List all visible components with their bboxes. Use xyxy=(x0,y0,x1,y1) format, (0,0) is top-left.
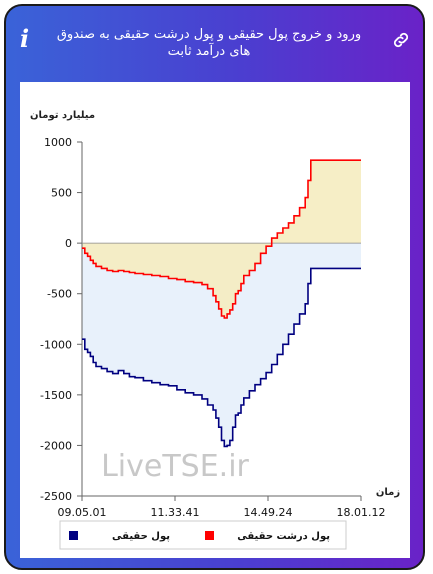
y-tick-label: -2000 xyxy=(40,439,72,452)
series-line-real-money xyxy=(82,267,361,448)
x-axis-label: زمان xyxy=(376,487,400,498)
y-tick-label: 500 xyxy=(51,187,72,200)
chart-title: ورود و خروج پول حقیقی و پول درشت حقیقی ب… xyxy=(56,27,362,59)
x-tick-label: 11.33.41 xyxy=(151,506,200,519)
legend-label-big-real[interactable]: پول درشت حقیقی xyxy=(237,531,330,542)
legend-label-real[interactable]: پول حقیقی xyxy=(112,531,170,542)
chart-card: i ورود و خروج پول حقیقی و پول درشت حقیقی… xyxy=(4,4,425,570)
chart-axes xyxy=(81,142,361,497)
y-tick-label: -1000 xyxy=(40,338,72,351)
x-tick-label: 09.05.01 xyxy=(58,506,107,519)
x-tick-label: 14.49.24 xyxy=(244,506,293,519)
legend-swatch-big-real xyxy=(205,531,214,540)
legend-swatch-real xyxy=(69,531,78,540)
y-tick-label: -500 xyxy=(47,288,72,301)
info-icon[interactable]: i xyxy=(20,24,30,53)
legend: پول درشت حقیقی پول حقیقی xyxy=(59,520,347,550)
x-tick-label: 18.01.12 xyxy=(337,506,386,519)
chart-areas xyxy=(82,160,361,447)
y-tick-label: 0 xyxy=(65,237,72,250)
watermark: LiveTSE.ir xyxy=(101,449,249,484)
area-big-real-money xyxy=(82,160,361,318)
y-tick-label: 1000 xyxy=(44,136,72,149)
series-line-big-real-money xyxy=(82,159,361,319)
card-header: i ورود و خروج پول حقیقی و پول درشت حقیقی… xyxy=(6,6,423,76)
area-real-money xyxy=(82,243,361,447)
link-icon[interactable] xyxy=(391,30,411,50)
y-axis-label: میلیارد تومان xyxy=(30,110,95,121)
y-ticks: 1000 500 0 -500 -1000 -1500 -2000 -2500 xyxy=(40,136,82,503)
chart-lines xyxy=(82,159,361,448)
x-ticks: 09.05.01 11.33.41 14.49.24 18.01.12 xyxy=(58,496,386,519)
legend-box xyxy=(59,520,347,550)
chart-svg: میلیارد تومان زمان LiveTSE.ir 1000 500 0 -5… xyxy=(30,110,400,550)
y-tick-label: -2500 xyxy=(40,490,72,503)
y-tick-label: -1500 xyxy=(40,389,72,402)
chart-panel: میلیارد تومان زمان LiveTSE.ir 1000 500 0 -5… xyxy=(20,82,410,558)
